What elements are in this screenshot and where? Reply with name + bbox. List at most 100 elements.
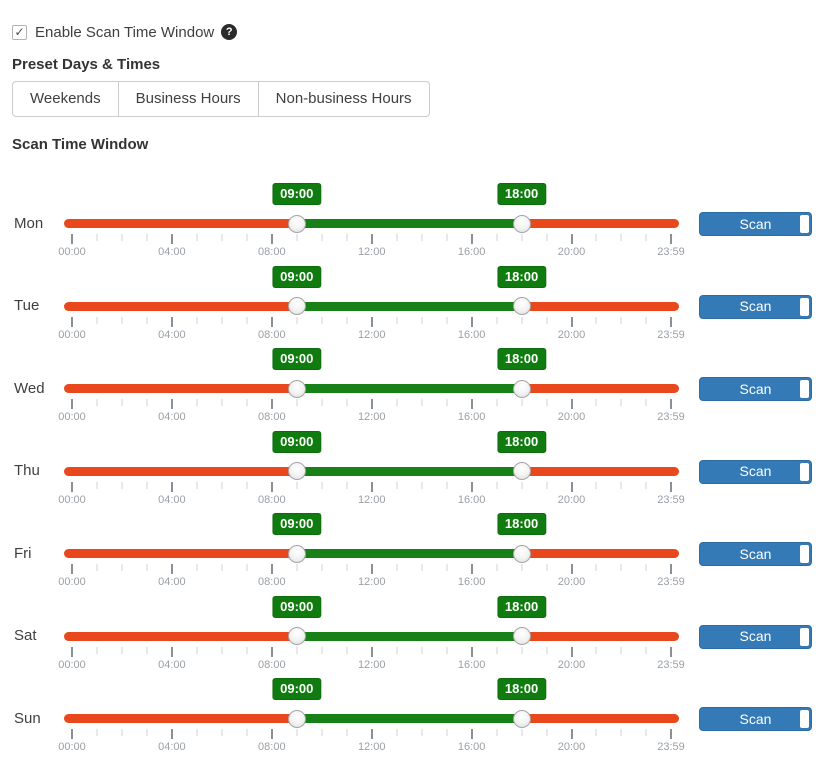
tick-label: 08:00	[258, 246, 286, 258]
major-tick	[670, 646, 672, 657]
minor-tick	[421, 316, 423, 324]
major-tick	[71, 399, 73, 409]
scan-time-window-heading: Scan Time Window	[12, 136, 149, 153]
minor-tick	[546, 234, 548, 241]
major-tick	[570, 234, 573, 244]
preset-weekends-button[interactable]: Weekends	[12, 81, 119, 117]
minor-tick	[96, 399, 98, 406]
minor-tick	[246, 729, 248, 736]
minor-tick	[321, 316, 323, 324]
minor-tick	[121, 564, 123, 571]
day-label: Sun	[14, 709, 41, 727]
tick-label: 00:00	[58, 576, 86, 588]
minor-tick	[196, 729, 198, 736]
major-tick	[570, 646, 573, 657]
scan-button[interactable]: Scan	[699, 459, 812, 484]
major-tick	[170, 564, 173, 574]
minor-tick	[396, 646, 398, 654]
minor-tick	[521, 234, 523, 241]
slider-end-handle[interactable]	[512, 627, 531, 645]
tick-label: 16:00	[457, 658, 486, 671]
minor-tick	[296, 399, 298, 406]
minor-tick	[146, 234, 148, 241]
slider-end-handle[interactable]	[512, 214, 531, 233]
tick-label: 04:00	[158, 658, 186, 671]
time-range-slider: 09:00 18:00 00:00 04:00 08:00 12:00 16:00 20:…	[58, 348, 685, 431]
tick-label: 16:00	[457, 576, 486, 588]
minor-tick	[595, 234, 597, 241]
slider-start-handle[interactable]	[287, 297, 306, 315]
start-time-tooltip: 09:00	[272, 595, 322, 618]
slider-start-handle[interactable]	[287, 214, 306, 233]
major-tick	[370, 481, 373, 492]
major-tick	[470, 646, 473, 657]
minor-tick	[96, 729, 98, 736]
slider-selected-range	[296, 219, 522, 228]
tick-label: 12:00	[357, 246, 386, 258]
minor-tick	[346, 481, 348, 489]
preset-business-hours-button[interactable]: Business Hours	[117, 81, 259, 117]
day-label: Wed	[14, 379, 45, 397]
slider-end-handle[interactable]	[512, 379, 531, 398]
tick-label: 23:59	[657, 576, 685, 588]
end-time-tooltip: 18:00	[496, 265, 547, 288]
minor-tick	[346, 399, 348, 406]
tick-label: 00:00	[58, 411, 86, 423]
preset-button-group: Weekends Business Hours Non-business Hou…	[12, 81, 430, 117]
minor-tick	[96, 316, 98, 324]
minor-tick	[496, 399, 498, 406]
slider-scale: 09:00 18:00 00:00 04:00 08:00 12:00 16:00 20:…	[58, 348, 685, 431]
slider-end-handle[interactable]	[512, 544, 531, 563]
major-tick	[270, 481, 273, 492]
minor-tick	[196, 316, 198, 324]
start-time-tooltip: 09:00	[272, 678, 322, 700]
minor-tick	[620, 316, 622, 324]
slider-start-handle[interactable]	[287, 379, 306, 398]
minor-tick	[346, 564, 348, 571]
scan-button[interactable]: Scan	[699, 212, 812, 236]
preset-non-business-hours-button[interactable]: Non-business Hours	[257, 81, 430, 117]
start-time-tooltip: 09:00	[272, 183, 322, 205]
minor-tick	[396, 481, 398, 489]
minor-tick	[146, 316, 148, 324]
minor-tick	[421, 234, 423, 241]
day-rows-container: Mon 09:00 18:00 00:00 04:00 08:00 12:00 16:0…	[12, 183, 820, 761]
major-tick	[470, 481, 473, 492]
slider-selected-range	[296, 384, 522, 393]
slider-start-handle[interactable]	[287, 709, 306, 728]
slider-start-handle[interactable]	[287, 627, 306, 645]
minor-tick	[221, 399, 223, 406]
tick-label: 12:00	[357, 741, 386, 753]
slider-end-handle[interactable]	[512, 297, 531, 315]
scan-button-grip	[800, 627, 809, 646]
minor-tick	[620, 399, 622, 406]
major-tick	[470, 234, 473, 244]
enable-scan-time-window-checkbox[interactable]: ✓	[12, 24, 27, 40]
time-range-slider: 09:00 18:00 00:00 04:00 08:00 12:00 16:00 20:…	[58, 265, 685, 349]
minor-tick	[196, 234, 198, 241]
help-question-circle-icon[interactable]: ?	[221, 24, 238, 40]
tick-label: 23:59	[657, 246, 685, 258]
major-tick	[570, 729, 573, 739]
major-tick	[370, 234, 373, 244]
slider-end-handle[interactable]	[512, 462, 531, 480]
minor-tick	[221, 729, 223, 736]
tick-label: 04:00	[158, 493, 186, 506]
scan-button[interactable]: Scan	[699, 707, 812, 731]
scan-button[interactable]: Scan	[699, 624, 812, 649]
slider-selected-range	[296, 714, 522, 723]
slider-start-handle[interactable]	[287, 544, 306, 563]
tick-label: 20:00	[557, 246, 586, 258]
scan-button[interactable]: Scan	[699, 294, 812, 319]
minor-tick	[121, 481, 123, 489]
minor-tick	[446, 564, 448, 571]
scan-button-label: Scan	[739, 380, 772, 397]
slider-end-handle[interactable]	[512, 709, 531, 728]
day-row: Fri 09:00 18:00 00:00 04:00 08:00 12:00 16:0…	[12, 513, 820, 596]
scan-button[interactable]: Scan	[699, 377, 812, 401]
slider-start-handle[interactable]	[287, 462, 306, 480]
tick-label: 00:00	[58, 741, 86, 753]
major-tick	[170, 316, 173, 327]
minor-tick	[121, 729, 123, 736]
scan-button[interactable]: Scan	[699, 542, 812, 566]
